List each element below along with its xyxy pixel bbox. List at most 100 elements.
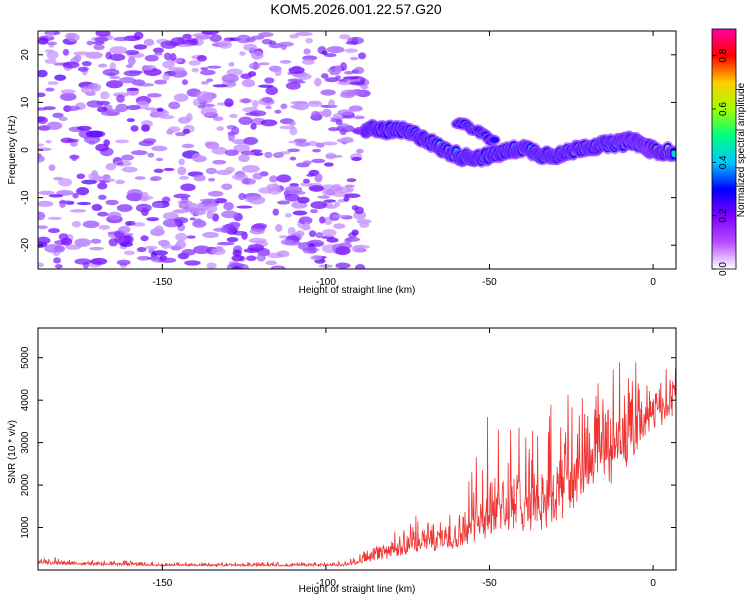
- spectrogram-noise-blob: [250, 50, 264, 60]
- spectrogram-noise-blob: [348, 81, 366, 86]
- spectrogram-noise-blob: [241, 79, 256, 88]
- spectrogram-noise-blob: [162, 212, 179, 220]
- snr-x-ticks: -150 -100 -50 0: [152, 328, 656, 589]
- spectrogram-noise-blob: [357, 52, 367, 60]
- spectrogram-noise-blob: [202, 231, 219, 239]
- spectrogram-noise-blob: [328, 127, 340, 132]
- spectrogram-noise-blob: [38, 236, 51, 245]
- spectrogram-noise-blob: [333, 223, 346, 230]
- spectrogram-noise-blob: [279, 59, 292, 64]
- spectrogram-noise-blob: [211, 247, 226, 256]
- spectrogram-noise-blob: [182, 128, 191, 135]
- spectrogram-noise-blob: [200, 80, 209, 85]
- spectrogram-noise-blob: [238, 116, 253, 126]
- spectrogram-noise-blob: [97, 211, 109, 217]
- spectrogram-noise-blob: [200, 103, 216, 108]
- spectrogram-noise-blob: [274, 109, 282, 114]
- spectrogram-noise-blob: [109, 75, 121, 80]
- spectrogram-noise-blob: [76, 201, 92, 206]
- spectrogram-noise-blob: [147, 152, 155, 158]
- spectrogram-noise-blob: [118, 225, 131, 234]
- spectrogram-noise-blob: [168, 101, 181, 110]
- spectrogram-noise-blob: [90, 238, 102, 244]
- spectrogram-noise-blob: [240, 73, 253, 80]
- spectrogram-noise-blob: [209, 34, 222, 43]
- spectrogram-noise-blob: [181, 143, 195, 149]
- spectrogram-noise-blob: [317, 195, 330, 199]
- spectrogram-noise-blob: [326, 237, 339, 243]
- spectrogram-noise-blob: [178, 158, 185, 166]
- spectrogram-noise-blob: [200, 107, 218, 117]
- spectrogram-noise-blob: [261, 96, 273, 104]
- spectrogram-noise-blob: [298, 73, 312, 80]
- spectrogram-noise-blob: [290, 104, 302, 109]
- spectrogram-noise-blob: [245, 112, 260, 116]
- spectrogram-noise-blob: [121, 154, 135, 161]
- spectrogram-noise-blob: [206, 78, 214, 83]
- spectrogram-noise-blob: [76, 173, 86, 180]
- spectrogram-noise-blob: [86, 100, 104, 108]
- spectrogram-noise-blob: [71, 154, 78, 162]
- spectrogram-noise-blob: [258, 62, 270, 66]
- spectrogram-noise-blob: [335, 262, 351, 269]
- spectrogram-noise-blob: [58, 177, 73, 187]
- spectrogram-noise-blob: [284, 213, 292, 218]
- spectrogram-noise-blob: [289, 156, 297, 161]
- spectrogram-noise-blob: [212, 159, 227, 165]
- spectrogram-noise-blob: [177, 44, 192, 48]
- spectrogram-noise-blob: [69, 209, 87, 213]
- spectrogram-noise-blob: [221, 73, 239, 83]
- spectrogram-noise-blob: [314, 173, 323, 183]
- spectrogram-noise-blob: [214, 197, 228, 204]
- snr-background: [38, 328, 676, 570]
- spectrogram-noise-blob: [355, 264, 366, 269]
- spectrogram-noise-blob: [337, 109, 354, 116]
- spectrogram-noise-blob: [175, 232, 188, 242]
- spectrogram-noise-blob: [223, 202, 234, 211]
- spectrogram-noise-blob: [125, 64, 134, 69]
- spectrogram-noise-blob: [179, 202, 192, 207]
- spectrogram-noise-blob: [38, 37, 49, 45]
- spectrogram-noise-blob: [269, 175, 278, 183]
- colorbar-tick-label: 0.4: [718, 155, 729, 169]
- spectrogram-noise-blob: [238, 192, 246, 201]
- spectrogram-noise-blob: [321, 141, 338, 146]
- spectrogram-noise-blob: [211, 146, 228, 155]
- spectrogram-noise-blob: [343, 196, 350, 202]
- spectrogram-noise-blob: [320, 89, 336, 96]
- spectrogram-noise-blob: [332, 214, 348, 218]
- spectrogram-noise-blob: [266, 183, 280, 191]
- spectrogram-noise-blob: [138, 140, 154, 147]
- spectrogram-noise-blob: [163, 52, 172, 61]
- spectrogram-noise-blob: [216, 241, 235, 246]
- spectrogram-noise-blob: [348, 105, 363, 112]
- spectrogram-noise-blob: [137, 255, 151, 261]
- spectrogram-noise-blob: [321, 50, 328, 56]
- spectrogram-noise-blob: [95, 143, 109, 152]
- spectrogram-noise-blob: [150, 175, 162, 181]
- spectrogram-noise-blob: [136, 82, 155, 87]
- spectrogram-noise-blob: [177, 166, 187, 176]
- spectrogram-noise-blob: [105, 163, 117, 171]
- spectrogram-noise-blob: [356, 148, 364, 154]
- spectrogram-noise-blob: [48, 194, 64, 198]
- spectrogram-noise-blob: [133, 31, 144, 40]
- spectrogram-noise-blob: [205, 204, 218, 214]
- spectrogram-noise-blob: [173, 93, 189, 102]
- spectrogram-noise-blob: [250, 35, 265, 40]
- spectrogram-noise-blob: [315, 232, 323, 239]
- spectrogram-noise-blob: [115, 103, 129, 113]
- spectrogram-noise-blob: [133, 44, 148, 50]
- spectrogram-noise-blob: [53, 257, 61, 264]
- spectrogram-noise-blob: [160, 242, 172, 249]
- spectrogram-noise-blob: [289, 34, 300, 39]
- spectrogram-noise-blob: [38, 143, 45, 147]
- spectrogram-noise-blob: [58, 116, 68, 121]
- spectrogram-ridge-core: [491, 138, 498, 142]
- spectrogram-noise-blob: [292, 210, 308, 216]
- spectrogram-noise-blob: [116, 204, 133, 212]
- spectrogram-noise-blob: [295, 230, 305, 238]
- spectrogram-noise-blob: [289, 183, 299, 187]
- spectrogram-noise-blob: [328, 99, 336, 108]
- spectrogram-noise-blob: [173, 217, 189, 224]
